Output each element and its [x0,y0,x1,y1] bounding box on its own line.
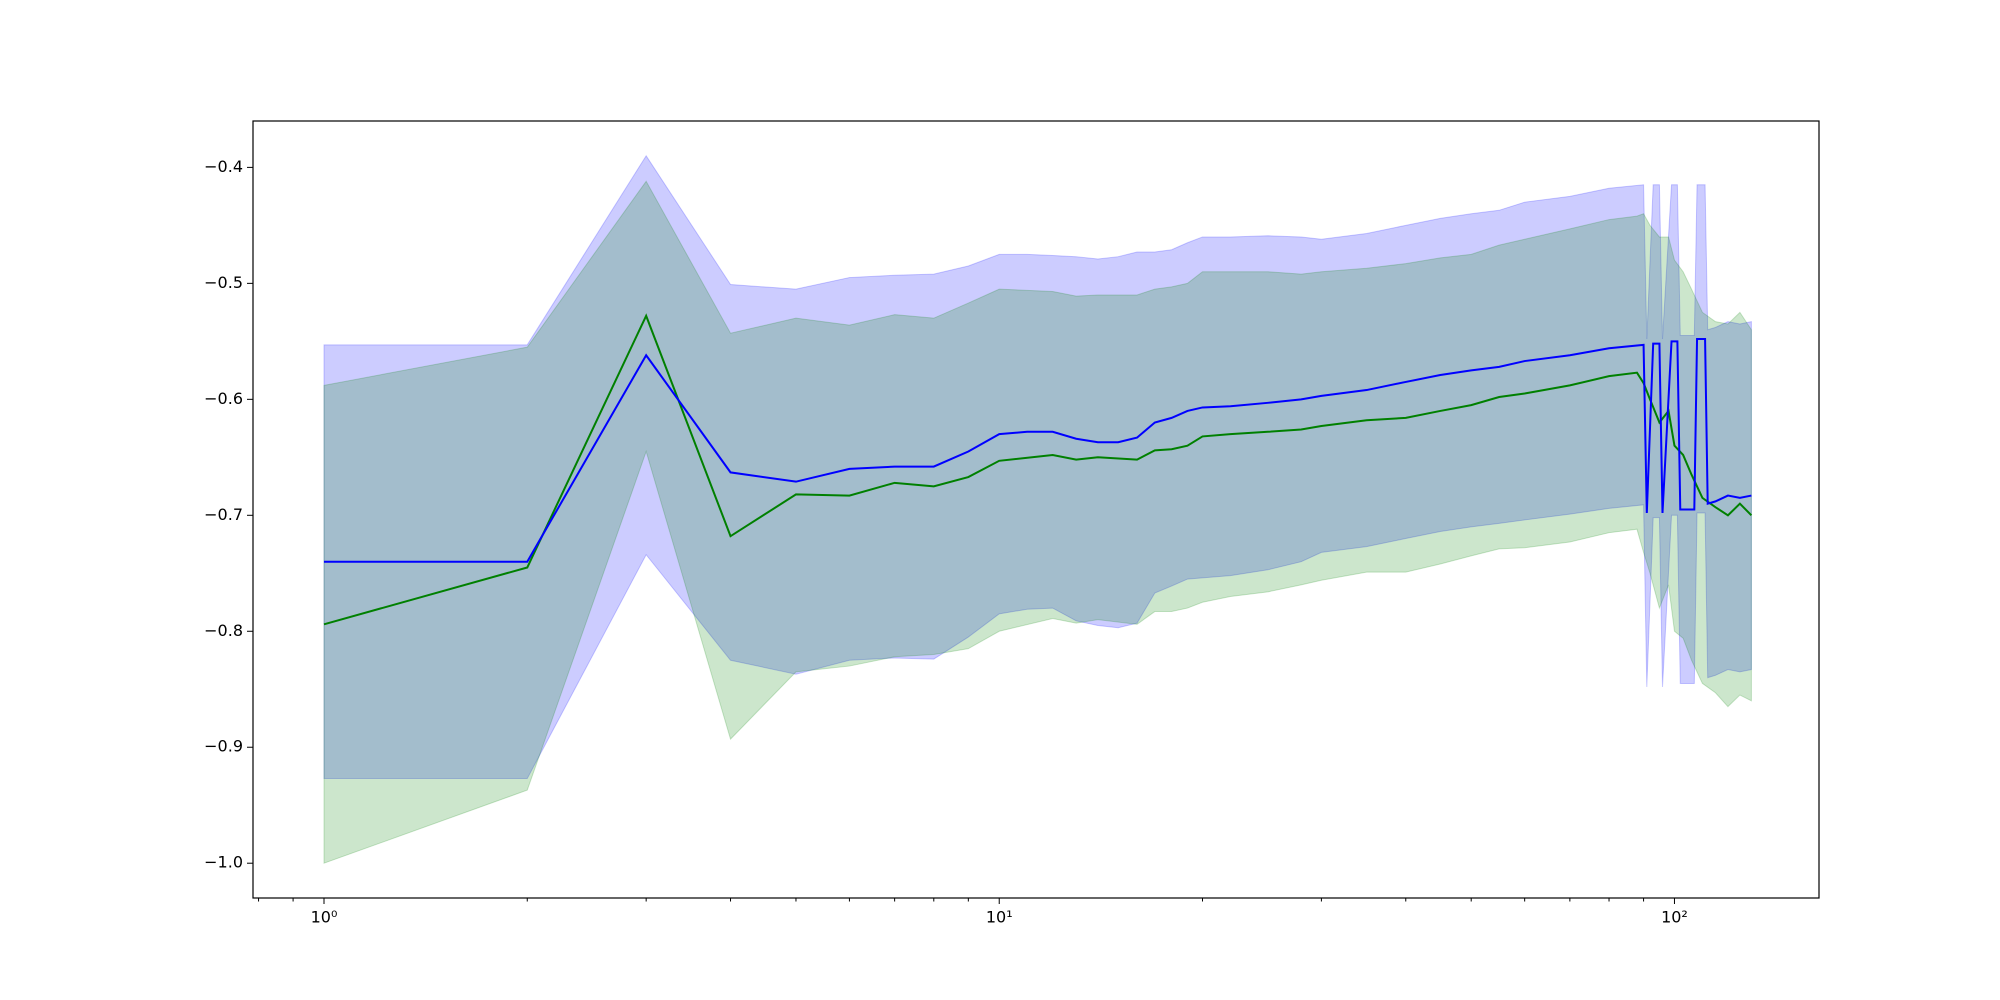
y-tick-label: −0.7 [204,505,243,524]
confidence-band [323,154,1752,780]
y-tick-label: −0.6 [204,389,243,408]
y-tick-label: −0.5 [204,273,243,292]
confidence-band [323,180,1752,864]
x-tick-label: 10⁰ [311,908,338,927]
bands [323,154,1752,864]
mean-line [323,313,1753,626]
plot-frame [252,120,1820,899]
y-tick-label: −0.8 [204,621,243,640]
y-tick-label: −1.0 [204,853,243,872]
mean-line [323,338,1752,563]
y-tick-label: −0.9 [204,737,243,756]
x-tick-label: 10² [1661,908,1688,927]
y-tick-label: −0.4 [204,157,243,176]
axes: −1.0 −0.9 −0.8 −0.7 −0.6 −0.5 −0.4 10⁰ 10¹ 10² [204,157,1688,927]
lines [323,313,1753,626]
x-tick-label: 10¹ [986,908,1013,927]
